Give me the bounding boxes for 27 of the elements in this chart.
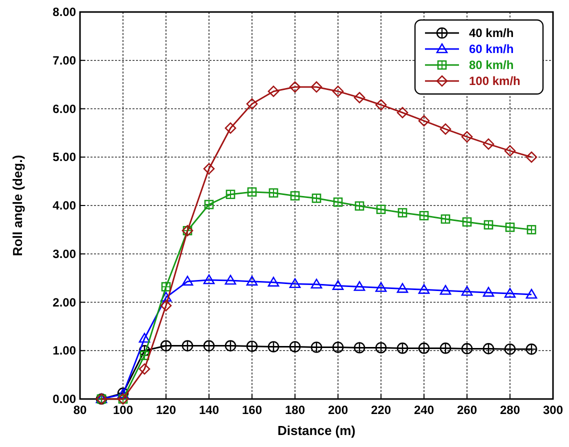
y-tick-label: 2.00: [52, 295, 76, 310]
x-tick-label: 300: [542, 403, 564, 417]
x-tick-label: 260: [456, 403, 478, 417]
legend-label: 100 km/h: [469, 74, 520, 88]
x-tick-label: 140: [198, 403, 220, 417]
y-axis-title: Roll angle (deg.): [10, 154, 25, 256]
y-tick-label: 7.00: [52, 53, 76, 68]
y-tick-label: 3.00: [52, 246, 76, 261]
y-tick-label: 0.00: [52, 392, 76, 406]
y-tick-label: 6.00: [52, 102, 76, 116]
x-tick-label: 180: [284, 403, 306, 417]
x-tick-label: 220: [370, 403, 392, 417]
legend-label: 60 km/h: [469, 42, 514, 56]
x-tick-label: 240: [414, 403, 434, 417]
legend-label: 40 km/h: [469, 26, 514, 40]
x-tick-label: 160: [242, 403, 262, 417]
y-tick-label: 8.00: [52, 5, 76, 19]
x-tick-label: 200: [328, 403, 348, 417]
x-tick-label: 80: [73, 403, 87, 417]
x-axis-title: Distance (m): [277, 423, 356, 438]
y-tick-label: 5.00: [52, 150, 76, 164]
legend-label: 80 km/h: [469, 58, 514, 72]
x-tick-label: 100: [112, 403, 134, 417]
x-tick-label: 120: [156, 403, 176, 417]
y-tick-label: 1.00: [52, 344, 76, 358]
y-tick-label: 4.00: [52, 198, 76, 212]
x-tick-label: 280: [500, 403, 520, 417]
